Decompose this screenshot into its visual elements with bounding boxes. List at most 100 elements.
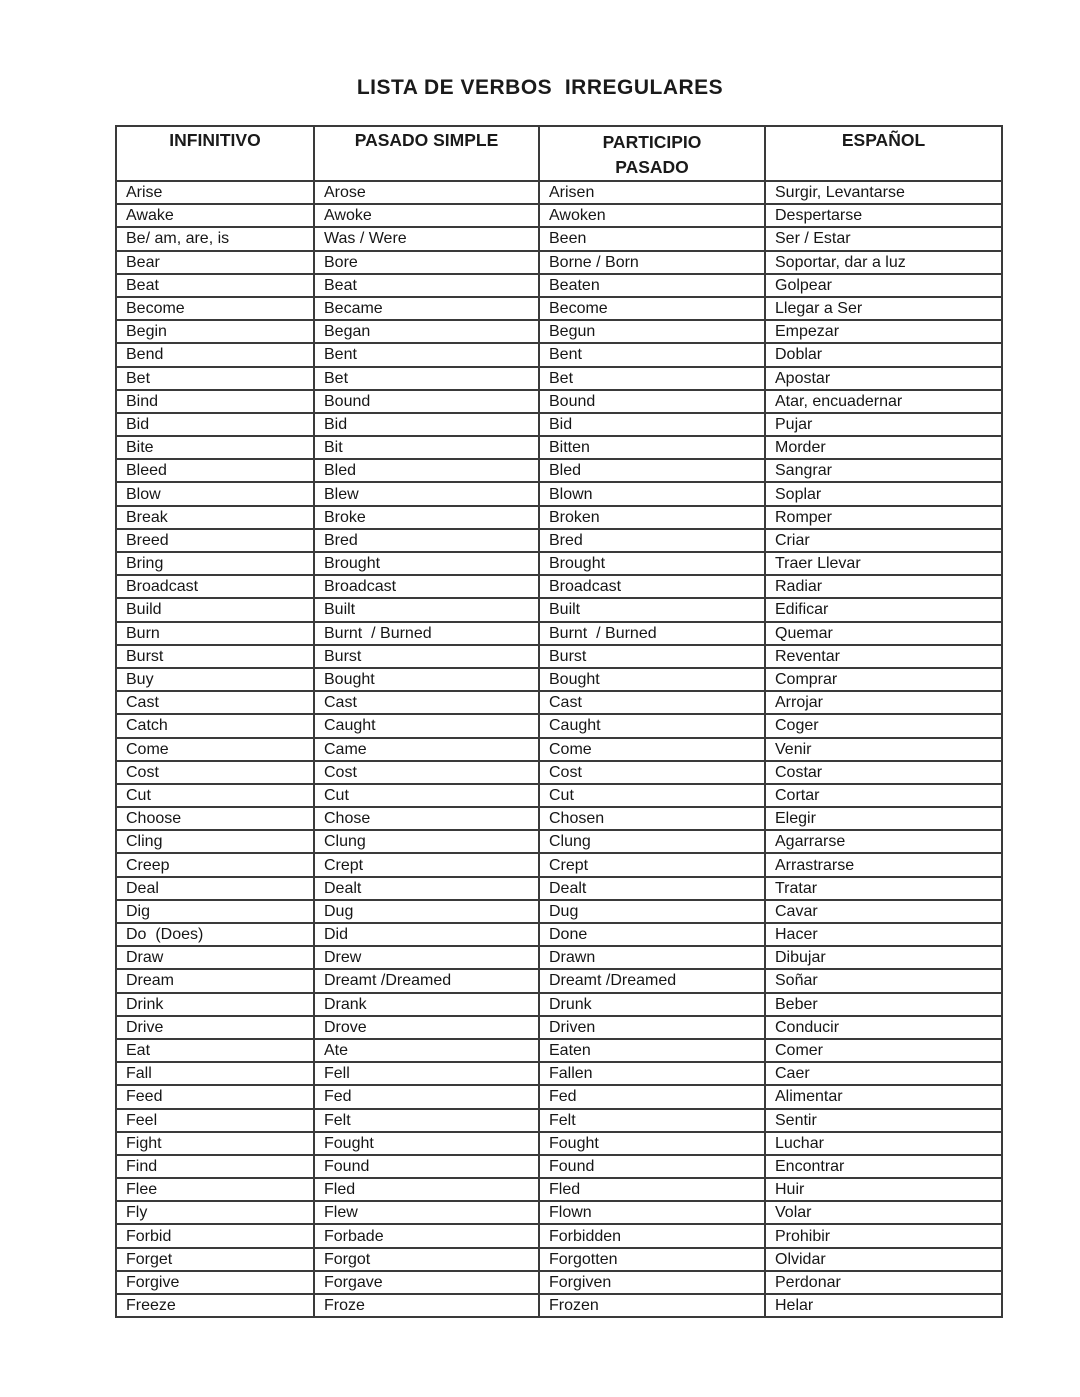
table-cell: Empezar [764, 319, 1003, 345]
table-cell: Olvidar [764, 1246, 1003, 1272]
table-row: Fly Flew Flown Volar [115, 1200, 1003, 1226]
table-row: Draw Drew Drawn Dibujar [115, 945, 1003, 971]
table-cell: Deal [115, 875, 315, 901]
table-row: Fall Fell Fallen Caer [115, 1061, 1003, 1087]
table-row: Fight Fought Fought Luchar [115, 1130, 1003, 1156]
table-row: Creep Crept Crept Arrastrarse [115, 852, 1003, 878]
table-row: Cost Cost Cost Costar [115, 759, 1003, 785]
table-cell: Drink [115, 991, 315, 1017]
table-cell: Dreamt /Dreamed [538, 968, 766, 994]
table-cell: Bid [538, 411, 766, 438]
table-cell: Encontrar [764, 1153, 1003, 1180]
table-cell: Eaten [538, 1037, 766, 1064]
table-cell: Comer [764, 1037, 1003, 1064]
table-row: Freeze Froze Frozen Helar [115, 1292, 1003, 1319]
table-cell: Eat [115, 1037, 315, 1064]
table-cell: Broadcast [115, 574, 315, 600]
table-row: Build Built Built Edificar [115, 597, 1003, 623]
table-cell: Did [313, 921, 540, 948]
table-cell: Helar [764, 1292, 1003, 1319]
table-row: Breed Bred Bred Criar [115, 527, 1003, 554]
table-cell: Burst [538, 643, 766, 669]
table-cell: Romper [764, 504, 1003, 530]
table-cell: Done [538, 921, 766, 948]
table-cell: Fed [538, 1084, 766, 1110]
table-cell: Feed [115, 1084, 315, 1110]
table-row: Burst Burst Burst Reventar [115, 643, 1003, 669]
table-cell: Doblar [764, 342, 1003, 368]
table-row: Beat Beat Beaten Golpear [115, 272, 1003, 298]
table-cell: Cast [538, 690, 766, 716]
table-cell: Atar, encuadernar [764, 388, 1003, 414]
table-row: Dig Dug Dug Cavar [115, 898, 1003, 925]
table-cell: Crept [538, 852, 766, 878]
table-cell: Brought [538, 550, 766, 577]
table-cell: Sangrar [764, 458, 1003, 484]
table-cell: Became [313, 295, 540, 322]
table-cell: Ate [313, 1037, 540, 1064]
column-header-4: ESPAÑOL [764, 125, 1003, 182]
table-row: Cast Cast Cast Arrojar [115, 690, 1003, 716]
table-cell: Awoke [313, 203, 540, 229]
table-row: Eat Ate Eaten Comer [115, 1037, 1003, 1064]
table-cell: Bred [313, 527, 540, 554]
table-cell: Arrastrarse [764, 852, 1003, 878]
table-cell: Become [115, 295, 315, 322]
table-cell: Bid [115, 411, 315, 438]
table-cell: Bend [115, 342, 315, 368]
table-row: Become Became Become Llegar a Ser [115, 295, 1003, 322]
table-cell: Broadcast [313, 574, 540, 600]
table-cell: Drove [313, 1014, 540, 1040]
table-cell: Driven [538, 1014, 766, 1040]
table-cell: Built [313, 597, 540, 623]
table-row: Feed Fed Fed Alimentar [115, 1084, 1003, 1110]
table-cell: Elegir [764, 806, 1003, 832]
table-cell: Caer [764, 1061, 1003, 1087]
column-header-3: PARTICIPIO PASADO [538, 125, 766, 182]
table-cell: Was / Were [313, 226, 540, 252]
table-cell: Bear [115, 249, 315, 275]
table-cell: Burst [115, 643, 315, 669]
table-cell: Find [115, 1153, 315, 1180]
table-cell: Dealt [313, 875, 540, 901]
table-cell: Soñar [764, 968, 1003, 994]
table-row: Burn Burnt / Burned Burnt / Burned Quemar [115, 620, 1003, 646]
table-cell: Fought [313, 1130, 540, 1156]
table-cell: Break [115, 504, 315, 530]
table-cell: Blew [313, 481, 540, 507]
table-cell: Frozen [538, 1292, 766, 1319]
table-row: Bear Bore Borne / Born Soportar, dar a luz [115, 249, 1003, 275]
column-header-2: PASADO SIMPLE [313, 125, 540, 182]
table-cell: Golpear [764, 272, 1003, 298]
table-row: Bite Bit Bitten Morder [115, 435, 1003, 461]
table-cell: Fly [115, 1200, 315, 1226]
table-cell: Burnt / Burned [313, 620, 540, 646]
table-cell: Begun [538, 319, 766, 345]
table-cell: Venir [764, 736, 1003, 762]
table-cell: Cling [115, 829, 315, 855]
table-cell: Bound [538, 388, 766, 414]
table-cell: Fought [538, 1130, 766, 1156]
table-cell: Buy [115, 666, 315, 693]
table-cell: Bled [313, 458, 540, 484]
table-cell: Caught [538, 713, 766, 739]
table-cell: Built [538, 597, 766, 623]
table-cell: Bet [313, 365, 540, 391]
table-cell: Fed [313, 1084, 540, 1110]
table-cell: Reventar [764, 643, 1003, 669]
table-cell: Bit [313, 435, 540, 461]
table-row: Do (Does) Did Done Hacer [115, 921, 1003, 948]
table-cell: Surgir, Levantarse [764, 179, 1003, 206]
table-cell: Criar [764, 527, 1003, 554]
table-row: Blow Blew Blown Soplar [115, 481, 1003, 507]
table-cell: Awake [115, 203, 315, 229]
table-cell: Found [313, 1153, 540, 1180]
table-row: Bid Bid Bid Pujar [115, 411, 1003, 438]
table-row: Cut Cut Cut Cortar [115, 782, 1003, 809]
table-cell: Drank [313, 991, 540, 1017]
table-cell: Felt [313, 1107, 540, 1133]
table-cell: Begin [115, 319, 315, 345]
table-row: Deal Dealt Dealt Tratar [115, 875, 1003, 901]
table-cell: Beaten [538, 272, 766, 298]
table-cell: Coger [764, 713, 1003, 739]
